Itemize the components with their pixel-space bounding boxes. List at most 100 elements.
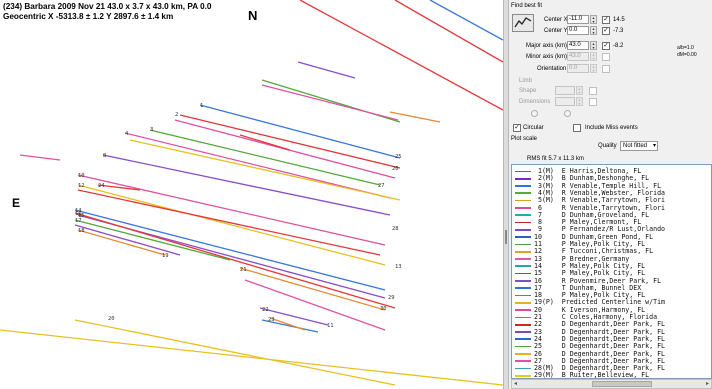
orientation-input[interactable]: 0.0 bbox=[567, 64, 589, 73]
chord-number-label: 13 bbox=[395, 264, 402, 270]
limb-spinner-2[interactable]: ▴ ▾ bbox=[576, 97, 583, 106]
east-label: E bbox=[12, 196, 21, 210]
observer-row[interactable]: 6 R Venable,Tarrytown, Flori bbox=[512, 204, 711, 212]
chord-line bbox=[244, 279, 386, 331]
observer-row[interactable]: 16 R Povenmire,Deer Park, FL bbox=[512, 277, 711, 285]
chord-line bbox=[149, 129, 381, 186]
observer-row[interactable]: 17 T Dunham, Bunnel DEX bbox=[512, 284, 711, 292]
limb-input-1[interactable] bbox=[555, 86, 575, 95]
observer-color-swatch bbox=[515, 250, 531, 253]
observer-row[interactable]: 27 D Degenhardt,Deer Park, FL bbox=[512, 356, 711, 365]
observer-text: 22 D Degenhardt,Deer Park, FL bbox=[534, 320, 666, 329]
minor-axis-fit-checkbox[interactable] bbox=[602, 53, 610, 61]
observer-row[interactable]: 24 D Degenhardt,Deer Park, FL bbox=[512, 335, 711, 343]
list-horizontal-scrollbar[interactable]: ◂ ▸ bbox=[511, 379, 712, 389]
observer-text: 27 D Degenhardt,Deer Park, FL bbox=[534, 356, 666, 365]
center-y-input[interactable]: 0.0 bbox=[567, 26, 589, 35]
limb-input-2[interactable] bbox=[555, 97, 575, 106]
chord-number-label: 18 bbox=[78, 228, 85, 234]
center-y-spinner[interactable]: ▴ ▾ bbox=[590, 26, 597, 35]
minor-axis-input[interactable]: 43.0 bbox=[567, 52, 589, 61]
observer-color-swatch bbox=[515, 185, 531, 187]
observer-row[interactable]: 11 P Maley,Polk City, FL bbox=[512, 240, 711, 248]
observer-text: 21 C Coles,Harmony, Florida bbox=[534, 313, 658, 321]
observer-row[interactable]: 20 K Iverson,Harmony, FL bbox=[512, 306, 711, 314]
observer-row[interactable]: 5(M) R Venable,Tarrytown, Flori bbox=[512, 196, 711, 204]
chord-number-label: 20 bbox=[108, 316, 115, 322]
observer-color-swatch bbox=[515, 316, 531, 319]
orientation-spinner[interactable]: ▴ ▾ bbox=[590, 64, 597, 73]
chord-number-label: 27 bbox=[378, 183, 385, 189]
observer-row[interactable]: 8 P Maley,Clermont, FL bbox=[512, 218, 711, 227]
observer-row[interactable]: 7 D Dunham,Groveland, FL bbox=[512, 211, 711, 219]
observer-text: 29(M) B Ruiter,Belleview, FL bbox=[534, 371, 650, 379]
quality-value: Not fitted bbox=[623, 143, 648, 149]
major-axis-spinner[interactable]: ▴ ▾ bbox=[590, 41, 597, 50]
observer-row[interactable]: 10 D Dunham,Green Pond, FL bbox=[512, 233, 711, 241]
observer-row[interactable]: 28(M) D Degenhardt,Deer Park, FL bbox=[512, 364, 711, 372]
observer-color-swatch bbox=[515, 236, 531, 238]
observer-color-swatch bbox=[515, 338, 531, 341]
limb-checkbox-2[interactable] bbox=[589, 98, 597, 106]
chord-line bbox=[429, 0, 503, 41]
chord-line bbox=[0, 329, 503, 386]
limb-radio-2[interactable] bbox=[564, 110, 571, 117]
observer-text: 8 P Maley,Clermont, FL bbox=[534, 218, 642, 227]
chord-number-label: 29 bbox=[388, 295, 395, 301]
observer-row[interactable]: 23 D Degenhardt,Deer Park, FL bbox=[512, 327, 711, 336]
observer-row[interactable]: 19(P) Predicted Centerline w/Tim bbox=[512, 298, 711, 306]
observer-row[interactable]: 2(M) B Dunham,Deshonghe, FL bbox=[512, 174, 711, 182]
limb-checkbox-1[interactable] bbox=[589, 87, 597, 95]
major-axis-fit-checkbox[interactable]: ✓ bbox=[602, 42, 610, 50]
circular-checkbox[interactable]: ✓ bbox=[513, 124, 521, 132]
observer-row[interactable]: 1(M) E Harris,Deltona, FL bbox=[512, 167, 711, 175]
observer-color-swatch bbox=[515, 272, 531, 275]
quality-select[interactable]: Not fitted ▾ bbox=[620, 141, 658, 151]
observer-row[interactable]: 29(M) B Ruiter,Belleview, FL bbox=[512, 371, 711, 379]
chord-number-label: 19 bbox=[162, 253, 169, 259]
observer-color-swatch bbox=[515, 374, 531, 377]
observer-row[interactable]: 13 P Bredner,Germany bbox=[512, 254, 711, 263]
occultation-plot[interactable]: 1 2 3 4 8 10 12 14 15 16 17 18 19 20 21 22 23 24 25 26 27 28 2… bbox=[0, 0, 503, 389]
major-axis-input[interactable]: 43.0 bbox=[567, 41, 589, 50]
observer-color-swatch bbox=[515, 294, 531, 297]
observer-text: 23 D Degenhardt,Deer Park, FL bbox=[534, 327, 666, 336]
observer-row[interactable]: 22 D Degenhardt,Deer Park, FL bbox=[512, 320, 711, 329]
plot-scale-label: Plot scale bbox=[511, 136, 538, 142]
center-y-fit-checkbox[interactable]: ✓ bbox=[602, 27, 610, 35]
scroll-thumb[interactable] bbox=[592, 381, 652, 387]
observer-row[interactable]: 3(M) R Venable,Temple Hill, FL bbox=[512, 182, 711, 190]
observer-text: 13 P Bredner,Germany bbox=[534, 254, 630, 263]
limb-radio-1[interactable] bbox=[531, 110, 538, 117]
include-miss-checkbox[interactable] bbox=[573, 124, 581, 132]
panel-splitter[interactable] bbox=[503, 0, 509, 389]
observer-row[interactable]: 9 P Fernandez/R Lust,Orlando bbox=[512, 225, 711, 233]
observer-text: 1(M) E Harris,Deltona, FL bbox=[534, 167, 642, 175]
chord-number-label: 14 bbox=[75, 208, 82, 214]
chevron-down-icon: ▾ bbox=[652, 143, 656, 149]
observer-row[interactable]: 25 D Degenhardt,Deer Park, FL bbox=[512, 342, 711, 351]
observer-row[interactable]: 18 P Maley,Polk City, FL bbox=[512, 291, 711, 299]
find-best-fit-button[interactable] bbox=[512, 14, 534, 32]
chord-number-labels: 1234810121415161718192021222324252627282… bbox=[75, 103, 402, 329]
center-x-spinner[interactable]: ▴ ▾ bbox=[590, 15, 597, 24]
chord-number-label: 22 bbox=[262, 307, 269, 313]
dimensions-label: Dimensions bbox=[519, 99, 551, 105]
observer-row[interactable]: 21 C Coles,Harmony, Florida bbox=[512, 313, 711, 321]
observer-text: 25 D Degenhardt,Deer Park, FL bbox=[534, 342, 666, 351]
chord-number-label: 28 bbox=[392, 226, 399, 232]
observer-row[interactable]: 12 F Tucconi,Christmas, FL bbox=[512, 247, 711, 255]
observer-row[interactable]: 4(M) R Venable,Webster, Florida bbox=[512, 189, 711, 197]
center-x-fit-checkbox[interactable]: ✓ bbox=[602, 16, 610, 24]
center-y-label: Center Y bbox=[544, 28, 568, 34]
observer-row[interactable]: 14 P Maley,Polk City, FL bbox=[512, 262, 711, 270]
observer-color-swatch bbox=[515, 301, 531, 304]
observer-row[interactable]: 15 P Maley,Polk City, FL bbox=[512, 269, 711, 277]
center-x-input[interactable]: -11.0 bbox=[567, 15, 589, 24]
minor-axis-spinner[interactable]: ▴ ▾ bbox=[590, 52, 597, 61]
limb-spinner-1[interactable]: ▴ ▾ bbox=[576, 86, 583, 95]
observer-list[interactable]: 1(M) E Harris,Deltona, FL 2(M) B Dunham,… bbox=[511, 164, 712, 379]
observer-row[interactable]: 26 D Degenhardt,Deer Park, FL bbox=[512, 350, 711, 358]
chord-number-label: 11 bbox=[327, 323, 334, 329]
orientation-fit-checkbox[interactable] bbox=[602, 65, 610, 73]
